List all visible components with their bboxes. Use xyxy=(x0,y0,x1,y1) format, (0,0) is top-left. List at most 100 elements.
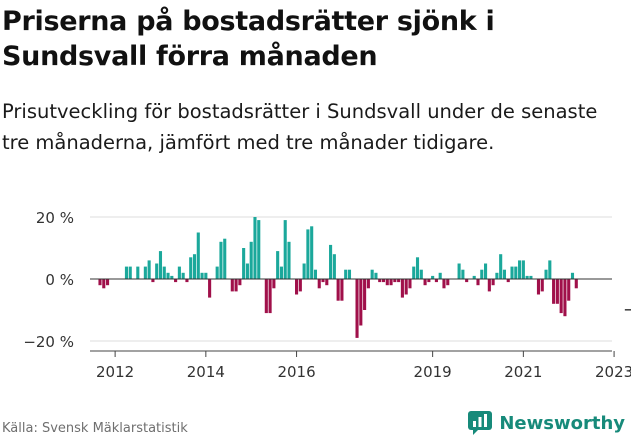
bar xyxy=(389,279,393,286)
bar xyxy=(279,266,283,279)
bar xyxy=(495,272,499,279)
bar xyxy=(162,266,166,279)
x-tick-label: 2021 xyxy=(504,363,542,381)
bar xyxy=(412,266,416,279)
bar xyxy=(502,269,507,279)
y-tick-label: 0 % xyxy=(45,271,74,289)
bar xyxy=(385,279,389,286)
x-tick-label: 2023 xyxy=(595,363,631,381)
bar xyxy=(476,279,480,286)
bar xyxy=(136,266,140,279)
bar xyxy=(514,266,518,279)
bar xyxy=(431,275,435,279)
chart-subtitle: Prisutveckling för bostadsrätter i Sunds… xyxy=(2,100,598,154)
bar xyxy=(158,251,163,279)
bar xyxy=(102,279,106,289)
bar xyxy=(276,251,280,279)
bar xyxy=(313,269,318,279)
bar xyxy=(177,266,181,279)
bar xyxy=(336,279,340,301)
bar xyxy=(570,272,575,279)
bar xyxy=(359,279,363,326)
bar xyxy=(423,279,427,286)
bar xyxy=(525,275,529,279)
bar xyxy=(434,279,438,283)
bar xyxy=(174,279,178,283)
bar xyxy=(196,232,200,279)
bar xyxy=(529,275,533,279)
bar xyxy=(238,279,242,286)
bar xyxy=(234,279,238,292)
bar xyxy=(215,266,219,279)
newsworthy-logo-icon xyxy=(468,411,493,435)
bar xyxy=(465,279,469,283)
x-tick-label: 2016 xyxy=(277,363,315,381)
bar xyxy=(219,241,223,279)
bar xyxy=(510,266,514,279)
bar xyxy=(208,279,212,298)
bar xyxy=(381,279,386,283)
bar-series xyxy=(98,217,578,338)
bar xyxy=(128,266,132,279)
x-axis: 2012 2014 2016 2019 2021 2023 xyxy=(90,278,631,381)
bar xyxy=(106,279,110,286)
bar xyxy=(480,269,484,279)
bar xyxy=(329,244,333,279)
bar xyxy=(559,279,563,314)
x-tick-label: 2014 xyxy=(187,363,225,381)
bar xyxy=(287,241,291,279)
bar xyxy=(181,272,185,279)
bar xyxy=(340,279,344,301)
bar xyxy=(200,272,204,279)
bar xyxy=(491,279,495,286)
bar xyxy=(427,279,431,283)
bar xyxy=(408,279,412,289)
bar xyxy=(419,269,423,279)
bar xyxy=(347,269,352,279)
bar xyxy=(355,279,359,338)
bar xyxy=(521,260,525,279)
bar xyxy=(310,226,314,279)
bar xyxy=(306,229,310,279)
bar xyxy=(332,254,336,279)
bar xyxy=(317,279,321,289)
bar xyxy=(442,279,446,289)
bar xyxy=(298,279,302,292)
bar xyxy=(344,269,348,279)
bar xyxy=(230,279,234,292)
y-tick-label: −20 % xyxy=(23,333,74,351)
chart-title: Priserna på bostadsrätter sjönk i Sundsv… xyxy=(2,6,495,72)
bar xyxy=(366,279,370,289)
bar xyxy=(374,272,378,279)
bar xyxy=(397,279,401,283)
bar xyxy=(555,279,559,304)
bar xyxy=(192,254,197,279)
bar xyxy=(484,263,488,279)
bar xyxy=(540,279,544,292)
bar xyxy=(472,275,476,279)
bar xyxy=(325,279,329,286)
bar xyxy=(370,269,374,279)
bar-chart: 20 % 0 % −20 % 2012 2014 2016 2019 2021 2023 −3… xyxy=(23,209,631,381)
x-tick-label: 2012 xyxy=(96,363,134,381)
bar xyxy=(245,263,249,279)
bar xyxy=(264,279,268,314)
bar xyxy=(461,269,465,279)
bar xyxy=(544,269,548,279)
bar xyxy=(185,279,189,283)
bar xyxy=(363,279,367,310)
bar xyxy=(536,279,541,295)
source-note: Källa: Svensk Mäklarstatistik xyxy=(2,421,188,436)
bar xyxy=(268,279,272,314)
bar xyxy=(147,260,151,279)
bar xyxy=(223,238,227,279)
bar xyxy=(446,279,450,286)
y-axis-labels: 20 % 0 % −20 % xyxy=(23,209,74,351)
latest-value-label: −3 % xyxy=(623,300,631,318)
bar xyxy=(563,279,567,317)
brand-name: Newsworthy xyxy=(499,412,625,434)
y-tick-label: 20 % xyxy=(36,209,74,227)
bar xyxy=(283,220,287,279)
newsworthy-brand[interactable]: Newsworthy xyxy=(467,408,625,438)
bar xyxy=(257,220,261,279)
